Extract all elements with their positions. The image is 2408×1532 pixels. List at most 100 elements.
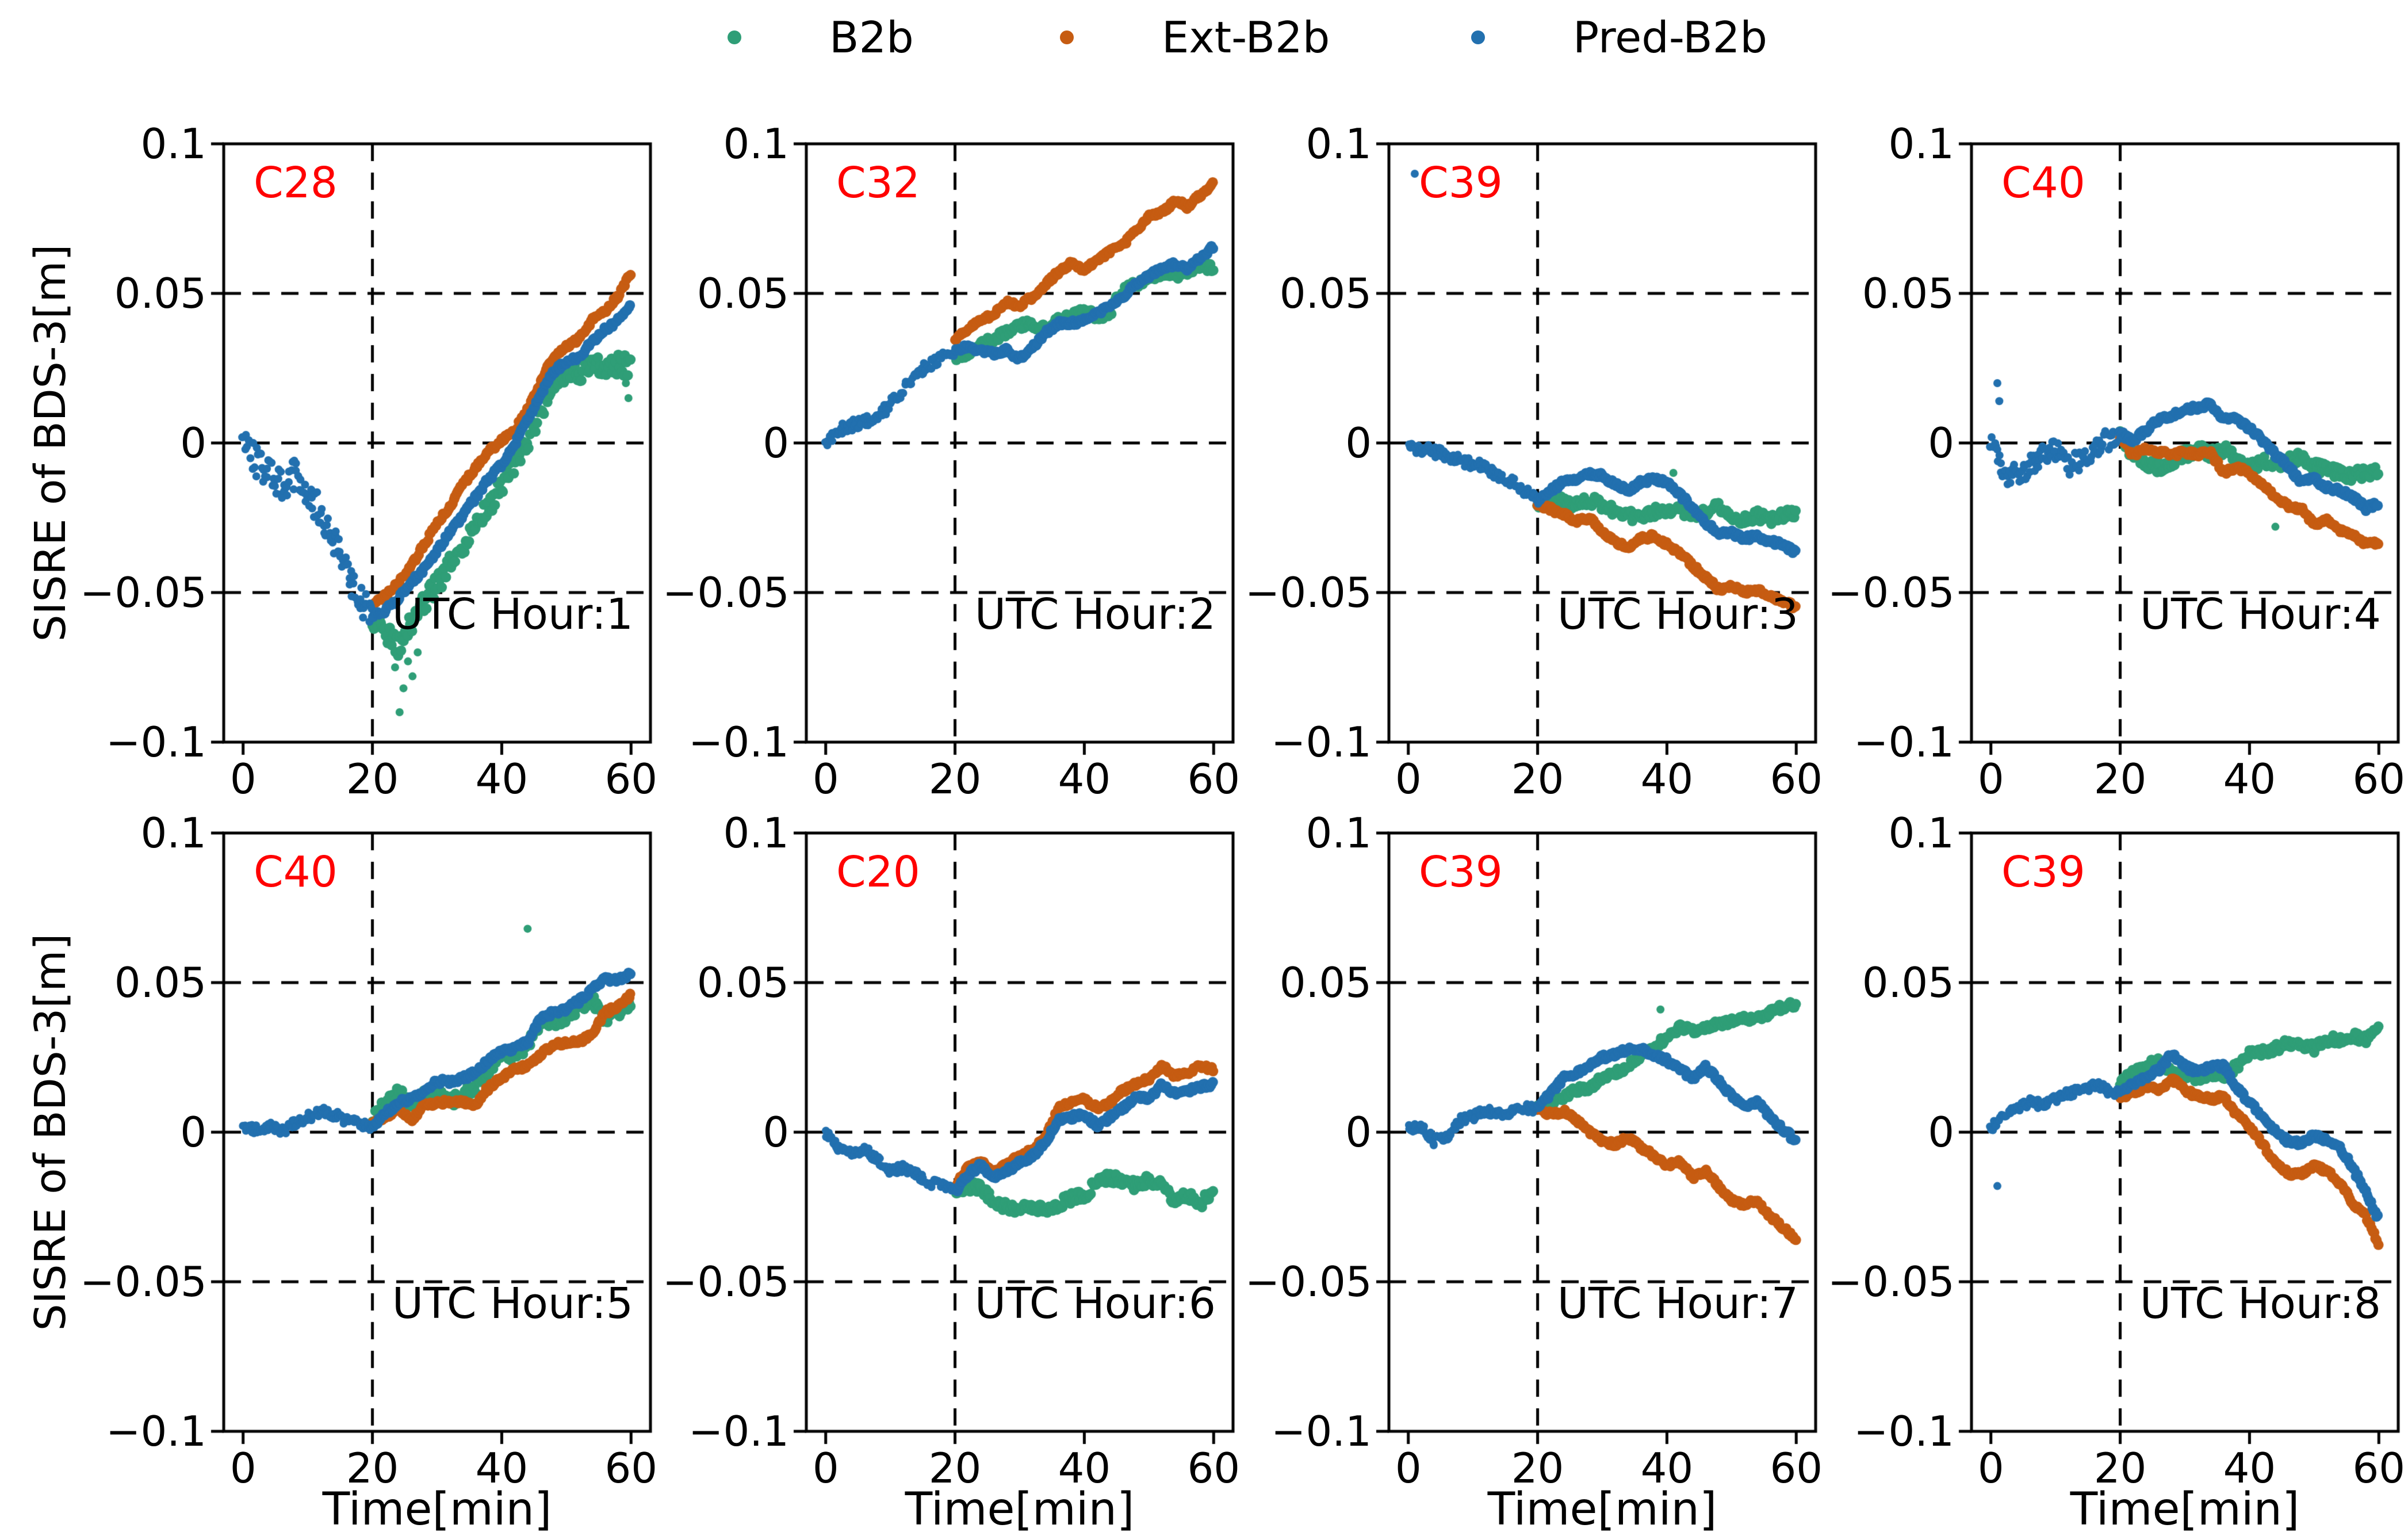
y-tick-label: −0.1 bbox=[688, 718, 789, 766]
y-tick-label: −0.1 bbox=[106, 718, 206, 766]
sat-label-c39-hour8: C39 bbox=[2001, 847, 2085, 897]
sat-label-c40-hour5: C40 bbox=[254, 847, 338, 897]
y-tick-label: −0.1 bbox=[688, 1407, 789, 1455]
x-tick-label: 60 bbox=[1187, 755, 1241, 803]
legend-marker-ext-b2b bbox=[1060, 30, 1074, 44]
y-tick-label: −0.1 bbox=[1271, 718, 1372, 766]
sat-label-c20-hour6: C20 bbox=[836, 847, 920, 897]
x-tick-label: 20 bbox=[928, 1444, 982, 1492]
sat-label-c32-hour2: C32 bbox=[836, 158, 920, 208]
x-tick-label: 0 bbox=[1395, 1444, 1422, 1492]
legend-marker-pred-b2b bbox=[1471, 30, 1485, 44]
y-tick-label: 0.1 bbox=[1306, 809, 1372, 857]
legend-label-b2b: B2b bbox=[829, 12, 914, 63]
x-tick-label: 0 bbox=[1977, 755, 2004, 803]
x-tick-label: 40 bbox=[1058, 755, 1111, 803]
y-tick-label: 0 bbox=[763, 1108, 789, 1156]
x-tick-label: 60 bbox=[1770, 1444, 1823, 1492]
subplot-canvas-c28-hour1 bbox=[206, 127, 668, 759]
x-tick-label: 20 bbox=[2093, 755, 2147, 803]
y-tick-label: 0 bbox=[1928, 419, 1954, 467]
x-tick-label: 40 bbox=[2223, 1444, 2276, 1492]
y-tick-label: 0.05 bbox=[114, 269, 206, 318]
subplot-canvas-c39-hour8 bbox=[1954, 816, 2408, 1449]
x-tick-label: 60 bbox=[1187, 1444, 1241, 1492]
x-tick-label: 60 bbox=[604, 755, 658, 803]
x-tick-label: 0 bbox=[229, 755, 257, 803]
y-tick-label: 0.1 bbox=[723, 120, 789, 168]
y-tick-label: 0 bbox=[180, 419, 206, 467]
annotation-c39-hour3: UTC Hour:3 bbox=[1557, 590, 1798, 639]
x-axis-title-col4: Time[min] bbox=[2070, 1484, 2300, 1532]
sat-label-c28-hour1: C28 bbox=[254, 158, 338, 208]
y-tick-label: −0.1 bbox=[1271, 1407, 1372, 1455]
x-tick-label: 20 bbox=[2093, 1444, 2147, 1492]
y-tick-label: 0 bbox=[1928, 1108, 1954, 1156]
annotation-c20-hour6: UTC Hour:6 bbox=[974, 1279, 1216, 1328]
y-tick-label: −0.05 bbox=[80, 1258, 207, 1306]
x-tick-label: 40 bbox=[1058, 1444, 1111, 1492]
y-axis-title-row1: SISRE of BDS-3[m] bbox=[26, 244, 75, 642]
x-tick-label: 60 bbox=[604, 1444, 658, 1492]
x-tick-label: 0 bbox=[1395, 755, 1422, 803]
x-axis-title-col1: Time[min] bbox=[322, 1484, 552, 1532]
y-tick-label: −0.05 bbox=[663, 1258, 790, 1306]
annotation-c32-hour2: UTC Hour:2 bbox=[974, 590, 1216, 639]
y-tick-label: 0 bbox=[1345, 419, 1372, 467]
annotation-c40-hour4: UTC Hour:4 bbox=[2139, 590, 2381, 639]
subplot-canvas-c32-hour2 bbox=[789, 127, 1250, 759]
subplot-canvas-c39-hour7 bbox=[1372, 816, 1833, 1449]
x-tick-label: 60 bbox=[2352, 755, 2406, 803]
sat-label-c39-hour7: C39 bbox=[1419, 847, 1503, 897]
x-tick-label: 40 bbox=[1640, 1444, 1694, 1492]
x-tick-label: 40 bbox=[475, 755, 529, 803]
sat-label-c39-hour3: C39 bbox=[1419, 158, 1503, 208]
x-tick-label: 0 bbox=[1977, 1444, 2004, 1492]
y-tick-label: −0.05 bbox=[1828, 1258, 1955, 1306]
x-tick-label: 60 bbox=[1770, 755, 1823, 803]
subplot-canvas-c39-hour3 bbox=[1372, 127, 1833, 759]
y-tick-label: 0.05 bbox=[1862, 269, 1954, 318]
y-tick-label: 0.05 bbox=[1862, 958, 1954, 1007]
x-tick-label: 20 bbox=[346, 755, 399, 803]
y-tick-label: 0.1 bbox=[723, 809, 789, 857]
x-axis-title-col3: Time[min] bbox=[1487, 1484, 1717, 1532]
y-tick-label: 0.1 bbox=[1888, 120, 1954, 168]
legend-label-pred-b2b: Pred-B2b bbox=[1573, 12, 1768, 63]
y-tick-label: −0.1 bbox=[106, 1407, 206, 1455]
y-tick-label: 0.1 bbox=[1888, 809, 1954, 857]
annotation-c39-hour8: UTC Hour:8 bbox=[2139, 1279, 2381, 1328]
y-tick-label: 0.05 bbox=[1279, 269, 1372, 318]
x-tick-label: 60 bbox=[2352, 1444, 2406, 1492]
subplot-canvas-c40-hour5 bbox=[206, 816, 668, 1449]
y-tick-label: 0 bbox=[1345, 1108, 1372, 1156]
y-tick-label: 0.05 bbox=[1279, 958, 1372, 1007]
y-tick-label: 0.05 bbox=[114, 958, 206, 1007]
y-tick-label: −0.05 bbox=[1828, 568, 1955, 617]
y-tick-label: 0.05 bbox=[696, 269, 789, 318]
x-tick-label: 40 bbox=[2223, 755, 2276, 803]
y-tick-label: 0.05 bbox=[696, 958, 789, 1007]
legend-label-ext-b2b: Ext-B2b bbox=[1162, 12, 1330, 63]
subplot-canvas-c40-hour4 bbox=[1954, 127, 2408, 759]
annotation-c40-hour5: UTC Hour:5 bbox=[392, 1279, 633, 1328]
y-tick-label: 0.1 bbox=[140, 809, 206, 857]
annotation-c28-hour1: UTC Hour:1 bbox=[392, 590, 633, 639]
y-tick-label: 0 bbox=[763, 419, 789, 467]
subplot-canvas-c20-hour6 bbox=[789, 816, 1250, 1449]
x-tick-label: 0 bbox=[229, 1444, 257, 1492]
y-tick-label: 0.1 bbox=[1306, 120, 1372, 168]
x-tick-label: 0 bbox=[812, 1444, 839, 1492]
x-tick-label: 40 bbox=[475, 1444, 529, 1492]
y-tick-label: −0.1 bbox=[1854, 1407, 1954, 1455]
x-tick-label: 40 bbox=[1640, 755, 1694, 803]
y-tick-label: −0.05 bbox=[80, 568, 207, 617]
x-axis-title-col2: Time[min] bbox=[905, 1484, 1135, 1532]
annotation-c39-hour7: UTC Hour:7 bbox=[1557, 1279, 1798, 1328]
y-tick-label: 0 bbox=[180, 1108, 206, 1156]
y-axis-title-row2: SISRE of BDS-3[m] bbox=[26, 933, 75, 1331]
sat-label-c40-hour4: C40 bbox=[2001, 158, 2085, 208]
legend-marker-b2b bbox=[728, 30, 741, 44]
y-tick-label: −0.05 bbox=[1245, 568, 1372, 617]
